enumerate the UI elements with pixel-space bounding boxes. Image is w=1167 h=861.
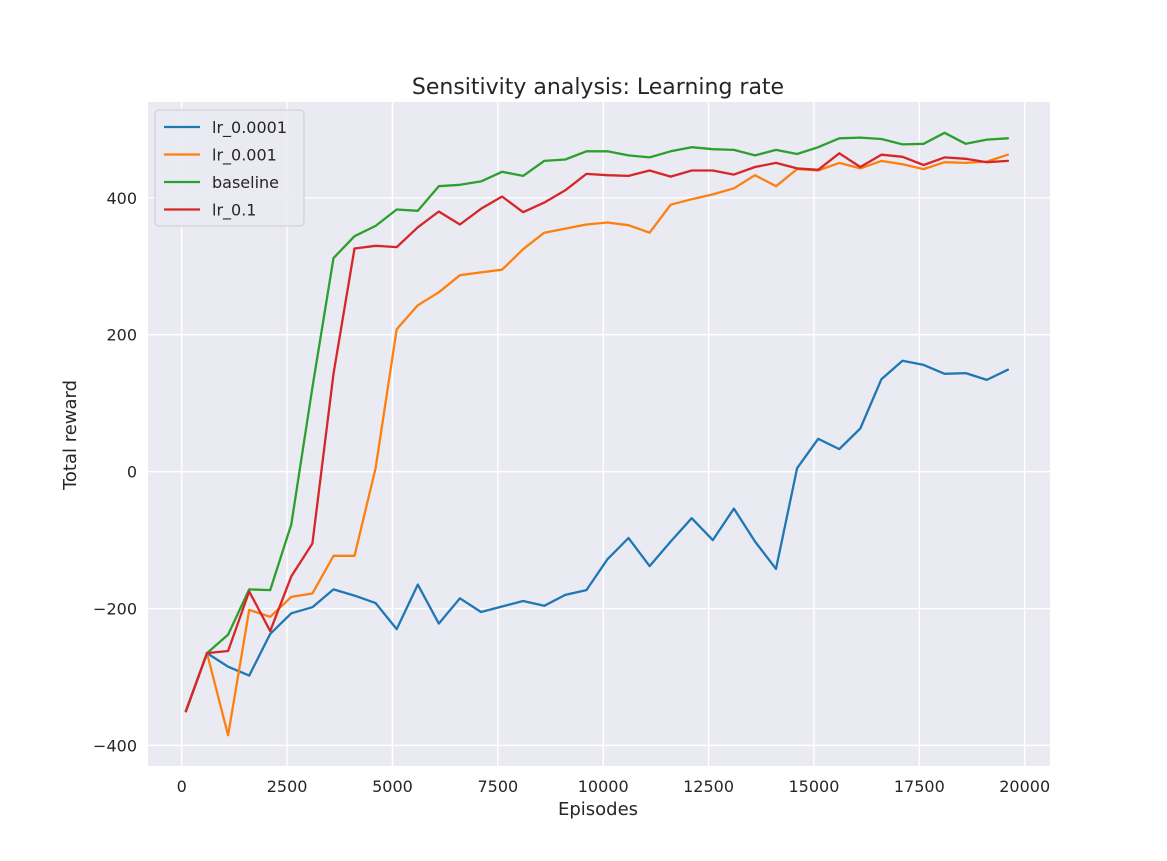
legend: lr_0.0001 lr_0.001 baseline lr_0.1 — [154, 109, 305, 227]
series-line-lr-0-001 — [184, 153, 1010, 737]
x-tick-label: 15000 — [789, 777, 840, 796]
series-line-lr-0-0001 — [184, 359, 1010, 713]
x-tick-label: 0 — [177, 777, 187, 796]
series-line-lr-0-1 — [184, 152, 1010, 713]
y-axis-label: Total reward — [60, 380, 81, 491]
series-lines — [184, 131, 1010, 737]
y-tick-label: −200 — [93, 600, 137, 619]
y-tick-label: 0 — [127, 463, 137, 482]
x-tick-label: 12500 — [683, 777, 734, 796]
legend-label: lr_0.001 — [212, 146, 277, 166]
x-tick-label: 20000 — [999, 777, 1050, 796]
x-axis-label: Episodes — [558, 799, 638, 820]
x-tick-label: 7500 — [477, 777, 518, 796]
x-tick-label: 17500 — [894, 777, 945, 796]
y-tick-label: 200 — [106, 326, 137, 345]
legend-label: lr_0.0001 — [212, 118, 287, 138]
series-line-baseline — [184, 131, 1010, 713]
x-tick-label: 10000 — [578, 777, 629, 796]
legend-label: baseline — [212, 173, 279, 192]
x-tick-label: 5000 — [372, 777, 413, 796]
axis-ticks: 0 2500 5000 7500 10000 12500 15000 17500 20000 −4… — [93, 189, 1050, 796]
y-tick-label: −400 — [93, 736, 137, 755]
y-tick-label: 400 — [106, 189, 137, 208]
legend-box — [154, 109, 305, 227]
legend-label: lr_0.1 — [212, 201, 256, 221]
x-tick-label: 2500 — [267, 777, 308, 796]
chart-title: Sensitivity analysis: Learning rate — [412, 75, 784, 100]
